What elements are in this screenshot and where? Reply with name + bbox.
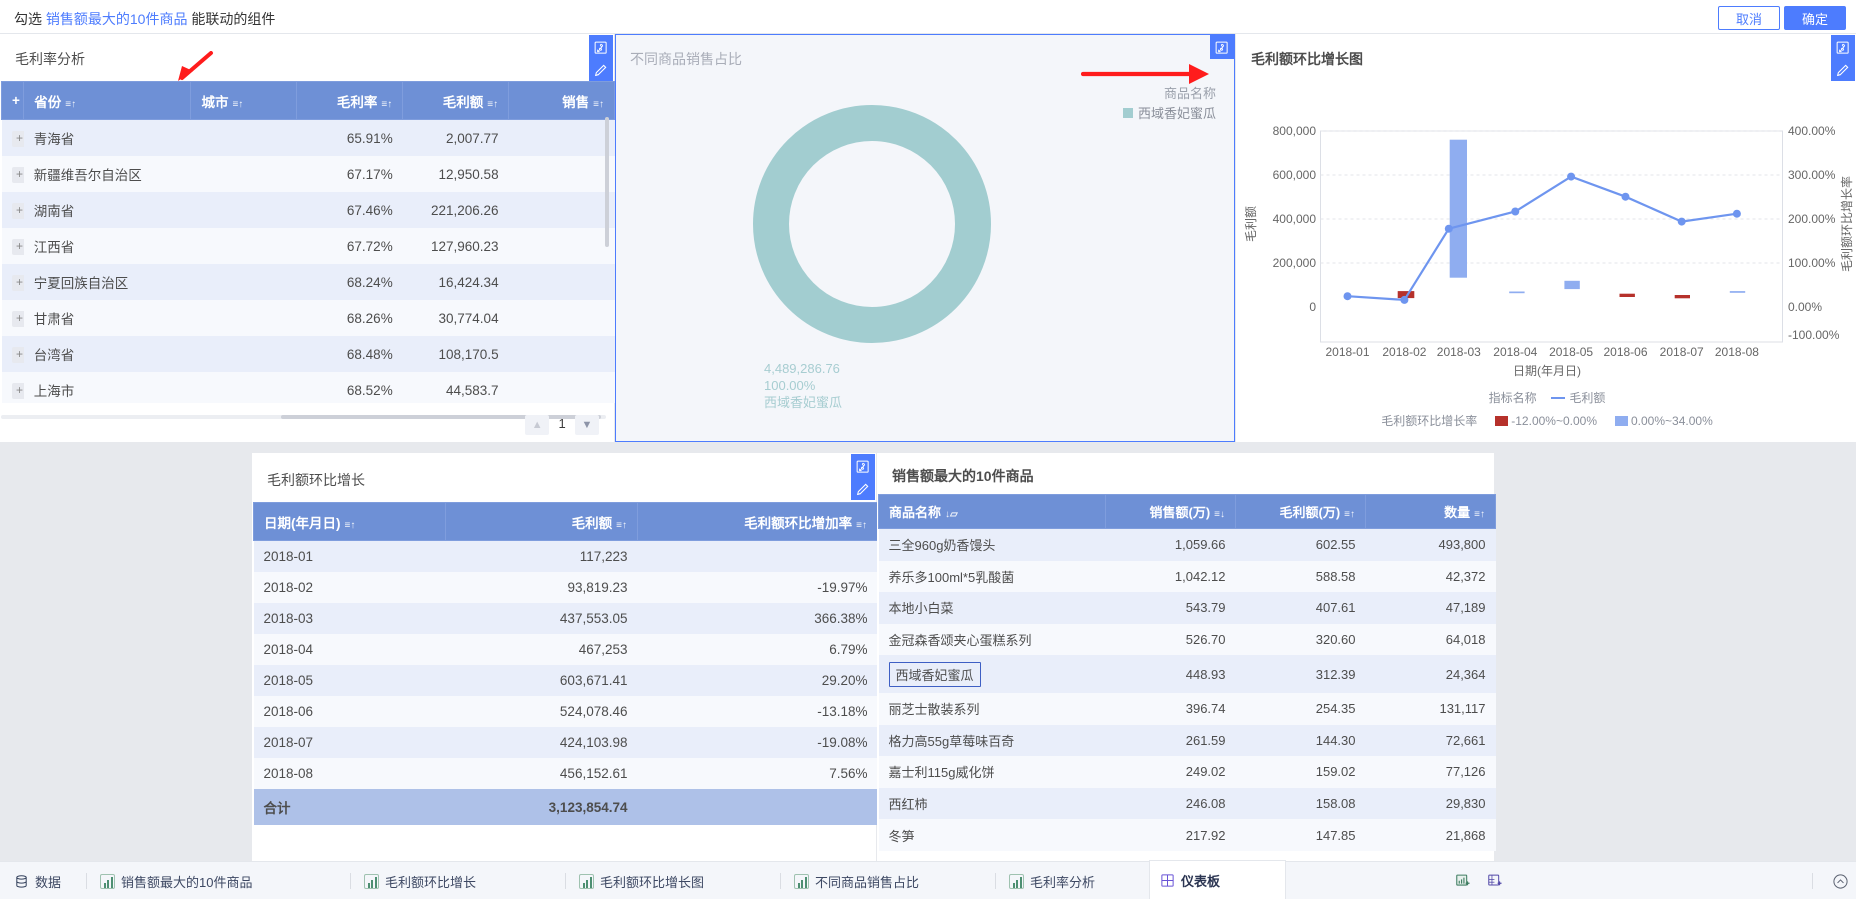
svg-text:800,000: 800,000 bbox=[1273, 124, 1317, 138]
svg-text:2018-05: 2018-05 bbox=[1549, 345, 1593, 359]
svg-text:2018-08: 2018-08 bbox=[1715, 345, 1759, 359]
svg-text:300.00%: 300.00% bbox=[1788, 168, 1836, 182]
svg-text:100.00%: 100.00% bbox=[1788, 256, 1836, 270]
svg-text:2018-07: 2018-07 bbox=[1660, 345, 1704, 359]
svg-text:2018-04: 2018-04 bbox=[1493, 345, 1537, 359]
svg-text:2018-03: 2018-03 bbox=[1437, 345, 1481, 359]
svg-text:2018-01: 2018-01 bbox=[1325, 345, 1369, 359]
svg-text:0.00%: 0.00% bbox=[1788, 300, 1822, 314]
svg-text:2018-02: 2018-02 bbox=[1382, 345, 1426, 359]
svg-text:600,000: 600,000 bbox=[1273, 168, 1317, 182]
svg-text:400.00%: 400.00% bbox=[1788, 124, 1836, 138]
svg-text:200,000: 200,000 bbox=[1273, 256, 1317, 270]
svg-text:2018-06: 2018-06 bbox=[1603, 345, 1647, 359]
svg-text:-100.00%: -100.00% bbox=[1788, 328, 1840, 342]
svg-text:400,000: 400,000 bbox=[1273, 212, 1317, 226]
svg-text:200.00%: 200.00% bbox=[1788, 212, 1836, 226]
svg-text:0: 0 bbox=[1309, 300, 1316, 314]
svg-text:毛利额: 毛利额 bbox=[1244, 206, 1258, 242]
svg-text:毛利额环比增长率: 毛利额环比增长率 bbox=[1839, 176, 1854, 272]
